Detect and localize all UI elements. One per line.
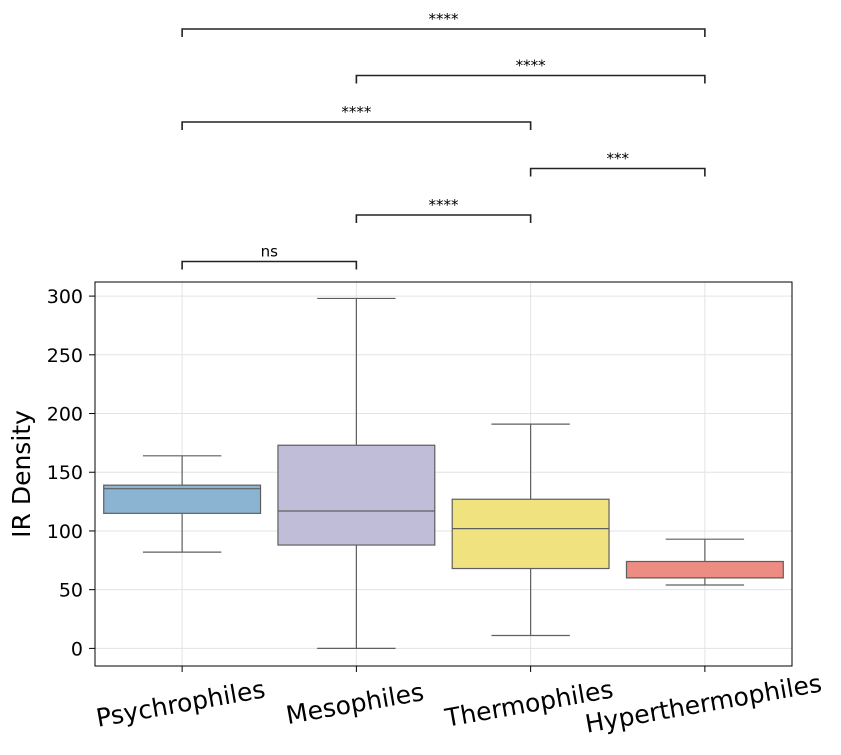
bracket-line: [529, 167, 706, 177]
significance-label: ****: [341, 103, 372, 121]
bracket-mesophiles-hyperthermophiles: ****: [355, 57, 706, 84]
bracket-mesophiles-thermophiles: ****: [355, 196, 532, 223]
bracket-psychrophiles-mesophiles: ns: [181, 243, 358, 270]
box-hyperthermophiles: [625, 538, 784, 586]
bracket-line: [181, 121, 532, 130]
x-tick-label: Psychrophiles: [94, 674, 268, 732]
iqr-box: [451, 498, 610, 570]
plot-frame: [94, 281, 793, 667]
x-tick-label: Mesophiles: [284, 677, 426, 730]
y-tick-label: 0: [71, 638, 83, 660]
y-tick-label: 250: [47, 345, 83, 367]
x-tick-label: Hyperthermophiles: [583, 669, 824, 739]
box-psychrophiles: [103, 455, 262, 553]
significance-label: ****: [429, 196, 460, 214]
iqr-box: [625, 560, 784, 579]
box-mesophiles: [277, 297, 436, 649]
significance-brackets: *******************ns: [181, 10, 706, 270]
bracket-psychrophiles-thermophiles: ****: [181, 103, 532, 130]
iqr-box: [277, 444, 436, 546]
y-tick-label: 300: [47, 286, 83, 308]
y-tick-label: 50: [59, 580, 83, 602]
iqr-box: [103, 484, 262, 514]
y-axis-title: IR Density: [7, 410, 36, 538]
box-layer: [103, 297, 784, 649]
bracket-line: [355, 74, 706, 84]
bracket-psychrophiles-hyperthermophiles: ****: [181, 10, 706, 37]
y-tick-label: 200: [47, 404, 83, 426]
significance-label: ****: [429, 10, 460, 28]
bracket-line: [355, 214, 532, 223]
grid-layer: [95, 282, 792, 666]
bracket-line: [181, 28, 706, 37]
box-thermophiles: [451, 423, 610, 637]
significance-label: ****: [516, 57, 547, 75]
y-tick-label: 150: [47, 462, 83, 484]
bracket-line: [181, 260, 358, 270]
significance-label: ***: [607, 150, 630, 168]
bracket-thermophiles-hyperthermophiles: ***: [529, 150, 706, 177]
y-tick-label: 100: [47, 521, 83, 543]
significance-label: ns: [261, 243, 279, 261]
